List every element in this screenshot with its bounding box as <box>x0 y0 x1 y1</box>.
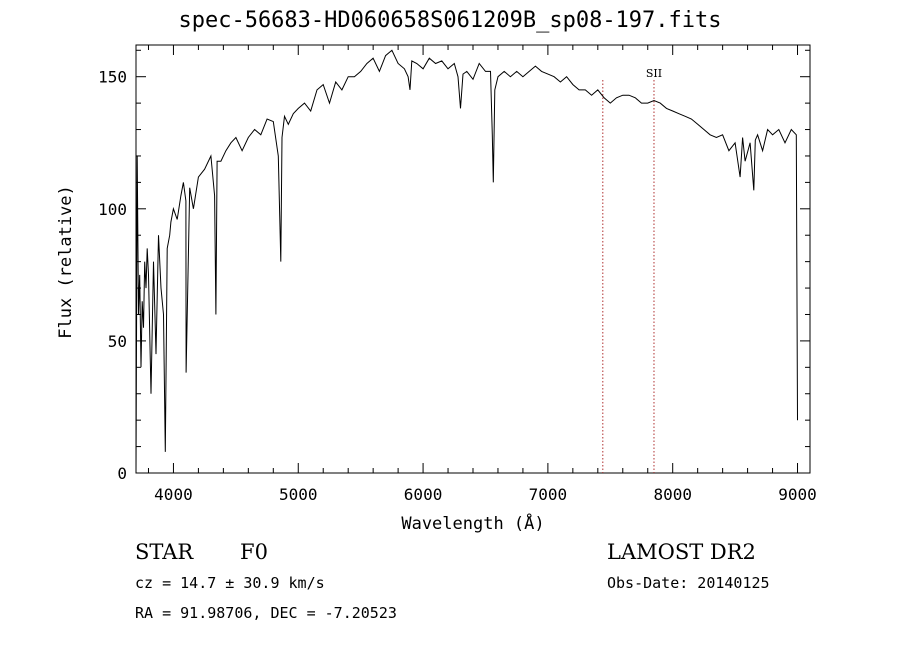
axis-ticks: 4000 5000 6000 7000 8000 9000 0 50 100 150 <box>98 45 817 504</box>
x-tick-label: 8000 <box>653 485 692 504</box>
y-tick-label: 50 <box>108 332 127 351</box>
y-axis-label: Flux (relative) <box>56 185 76 339</box>
x-tick-label: 9000 <box>778 485 817 504</box>
y-tick-label: 100 <box>98 200 127 219</box>
x-tick-label: 7000 <box>529 485 568 504</box>
x-tick-label: 6000 <box>404 485 443 504</box>
spectral-subclass: F0 <box>240 540 268 564</box>
x-axis-label: Wavelength (Å) <box>401 512 544 534</box>
spectrum-line <box>135 49 798 474</box>
y-tick-label: 0 <box>117 464 127 483</box>
survey-label: LAMOST DR2 <box>607 540 756 564</box>
obs-date: Obs-Date: 20140125 <box>607 574 770 592</box>
plot-frame <box>135 44 811 474</box>
line-markers: SII <box>602 67 662 473</box>
redshift-text: cz = 14.7 ± 30.9 km/s <box>135 574 325 592</box>
y-tick-label: 150 <box>98 68 127 87</box>
x-tick-label: 5000 <box>279 485 318 504</box>
line-marker-label: SII <box>646 67 662 80</box>
object-class: STAR <box>135 540 194 564</box>
chart-title: spec-56683-HD060658S061209B_sp08-197.fit… <box>178 8 722 33</box>
coordinates: RA = 91.98706, DEC = -7.20523 <box>135 604 397 622</box>
x-tick-label: 4000 <box>154 485 193 504</box>
